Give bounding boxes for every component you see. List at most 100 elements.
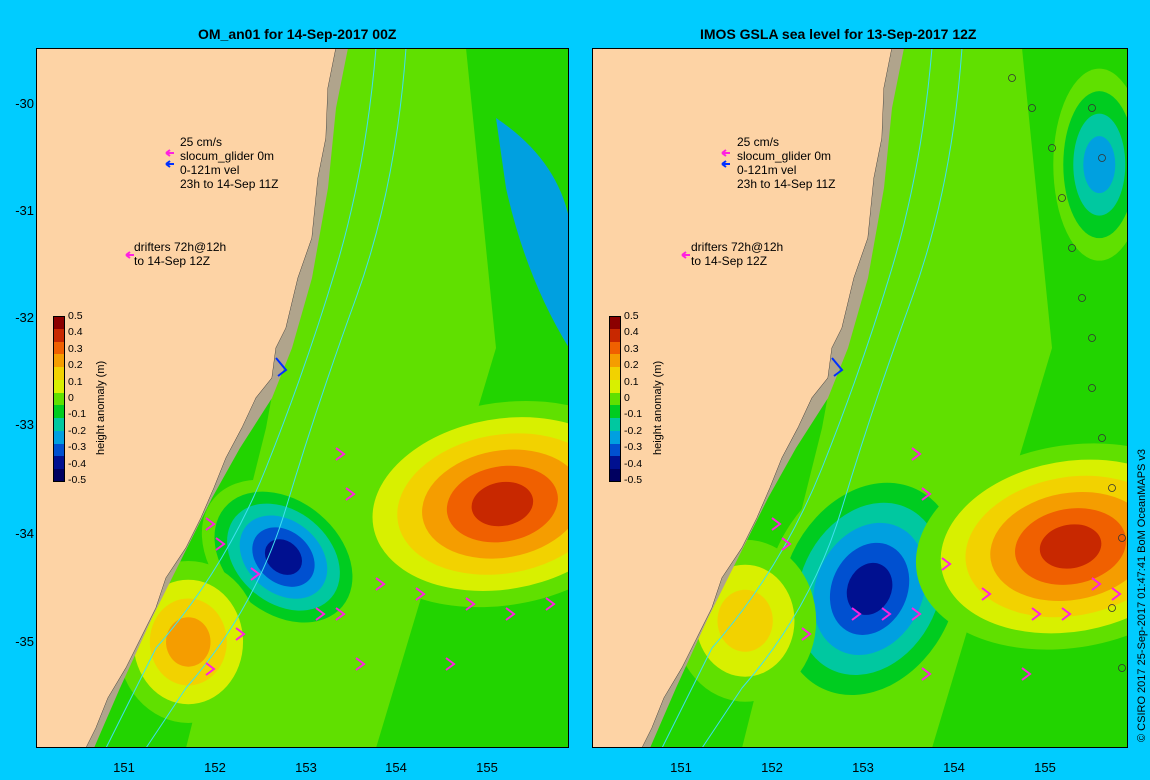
x-tick-label: 154 bbox=[943, 760, 965, 775]
colorbar-swatch bbox=[609, 469, 621, 483]
y-tick-label: -33 bbox=[15, 417, 34, 432]
colorbar-swatch bbox=[53, 316, 65, 330]
colorbar-label: 0.5 bbox=[68, 310, 83, 322]
colorbar-label: -0.5 bbox=[624, 474, 643, 486]
scale-arrow bbox=[721, 149, 730, 157]
drifter-arrow bbox=[781, 537, 792, 551]
isobath-line bbox=[701, 48, 963, 748]
right-drifter-period: to 14-Sep 12Z bbox=[691, 254, 768, 268]
observation-marker bbox=[1058, 194, 1066, 202]
isobath-line bbox=[145, 48, 407, 748]
colorbar-label: -0.4 bbox=[68, 457, 87, 470]
x-tick-label: 154 bbox=[385, 760, 407, 775]
colorbar-swatch bbox=[609, 354, 621, 368]
y-tick-label: -30 bbox=[15, 96, 34, 111]
left-glider-label: slocum_glider 0m bbox=[180, 149, 275, 163]
x-tick-label: 155 bbox=[476, 760, 498, 775]
observation-marker bbox=[1068, 244, 1076, 252]
observation-marker bbox=[1078, 294, 1086, 302]
anomaly-contour bbox=[264, 539, 303, 575]
drifter-arrow bbox=[1021, 667, 1032, 681]
colorbar-swatch bbox=[609, 367, 621, 381]
colorbar-label: 0.2 bbox=[68, 359, 83, 372]
colorbar-label: -0.1 bbox=[68, 408, 87, 421]
isobath-line bbox=[105, 48, 377, 748]
right-map bbox=[592, 48, 1128, 748]
left-map-plot bbox=[36, 48, 569, 748]
x-tick-label: 155 bbox=[1034, 760, 1056, 775]
colorbar-swatch bbox=[53, 418, 65, 432]
observation-marker bbox=[1008, 74, 1016, 82]
colorbar-label: 0.2 bbox=[624, 359, 639, 372]
drifter-arrow bbox=[1031, 607, 1042, 621]
colorbar-swatch bbox=[609, 430, 621, 445]
colorbar-label: -0.1 bbox=[624, 408, 643, 421]
colorbar-label: -0.3 bbox=[624, 441, 643, 454]
colorbar-swatch bbox=[609, 341, 621, 355]
y-tick-label: -32 bbox=[15, 310, 34, 325]
colorbar-label: 0.4 bbox=[624, 326, 639, 339]
observation-marker bbox=[1048, 144, 1056, 152]
colorbar-label: -0.2 bbox=[68, 424, 87, 437]
colorbar-swatch bbox=[53, 328, 65, 343]
colorbar-label: 0 bbox=[624, 392, 630, 404]
drifter-arrow bbox=[941, 557, 952, 571]
y-tick-label: -34 bbox=[15, 526, 34, 541]
colorbar-swatch bbox=[609, 328, 621, 343]
glider-track bbox=[275, 357, 288, 377]
left-glider-range: 0-121m vel bbox=[180, 163, 240, 177]
drifter-arrow bbox=[505, 607, 516, 621]
anomaly-contour bbox=[846, 562, 893, 615]
drifter-legend-arrow bbox=[125, 251, 134, 259]
colorbar-swatch bbox=[53, 443, 65, 457]
colorbar-swatch bbox=[53, 392, 65, 406]
colorbar-swatch bbox=[53, 354, 65, 368]
x-tick-label: 151 bbox=[670, 760, 692, 775]
x-tick-label: 152 bbox=[204, 760, 226, 775]
observation-marker bbox=[1118, 534, 1126, 542]
x-tick-label: 153 bbox=[852, 760, 874, 775]
left-glider-period: 23h to 14-Sep 11Z bbox=[180, 177, 279, 191]
drifter-arrow bbox=[355, 657, 366, 671]
observation-marker bbox=[1098, 154, 1106, 162]
colorbar-swatch bbox=[609, 392, 621, 406]
drifter-arrow bbox=[415, 587, 426, 601]
drifter-arrow bbox=[345, 487, 356, 501]
y-tick-label: -31 bbox=[15, 203, 34, 218]
right-panel-title: IMOS GSLA sea level for 13-Sep-2017 12Z bbox=[700, 26, 977, 42]
drifter-arrow bbox=[921, 667, 932, 681]
left-velocity-scale: 25 cm/s bbox=[180, 135, 223, 149]
colorbar-swatch bbox=[53, 341, 65, 355]
colorbar-swatch bbox=[53, 456, 65, 470]
observation-marker bbox=[1098, 434, 1106, 442]
anomaly-contour bbox=[1039, 524, 1102, 569]
colorbar-swatch bbox=[609, 316, 621, 330]
glider-arrow bbox=[721, 160, 730, 168]
y-tick-label: -35 bbox=[15, 634, 34, 649]
colorbar-swatch bbox=[53, 430, 65, 445]
observation-marker bbox=[1088, 104, 1096, 112]
drifter-arrow bbox=[445, 657, 456, 671]
drifter-arrow bbox=[205, 517, 216, 531]
colorbar-border bbox=[53, 316, 65, 482]
drifter-legend-arrow bbox=[681, 251, 690, 259]
right-velocity-scale: 25 cm/s bbox=[737, 135, 780, 149]
drifter-arrow bbox=[1091, 577, 1102, 591]
drifter-arrow bbox=[335, 447, 346, 461]
right-glider-range: 0-121m vel bbox=[737, 163, 797, 177]
right-drifter-label: drifters 72h@12h bbox=[691, 240, 784, 254]
left-panel-title: OM_an01 for 14-Sep-2017 00Z bbox=[198, 26, 397, 42]
colorbar-label: 0.3 bbox=[624, 342, 639, 355]
x-tick-label: 152 bbox=[761, 760, 783, 775]
drifter-arrow bbox=[315, 607, 326, 621]
colorbar-swatch bbox=[609, 443, 621, 457]
drifter-arrow bbox=[1111, 587, 1122, 601]
drifter-arrow bbox=[335, 607, 346, 621]
right-glider-period: 23h to 14-Sep 11Z bbox=[737, 177, 836, 191]
observation-marker bbox=[1088, 384, 1096, 392]
colorbar-label: 0.3 bbox=[68, 342, 83, 355]
colorbar-swatch bbox=[53, 405, 65, 419]
colorbar-label: 0.4 bbox=[68, 326, 83, 339]
drifter-arrow bbox=[911, 447, 922, 461]
anomaly-contour bbox=[471, 481, 534, 527]
